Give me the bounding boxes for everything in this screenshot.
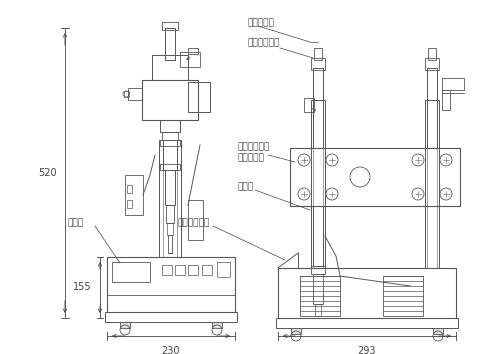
Bar bbox=[125, 175, 143, 215]
Text: エアダンパ: エアダンパ bbox=[248, 18, 275, 27]
Text: 上下ハンドル: 上下ハンドル bbox=[248, 38, 280, 47]
Bar bbox=[175, 265, 185, 275]
Bar bbox=[160, 120, 180, 132]
Bar bbox=[304, 98, 314, 112]
Bar bbox=[112, 262, 150, 282]
Bar bbox=[313, 68, 323, 148]
Text: 230: 230 bbox=[162, 346, 180, 354]
Bar bbox=[313, 274, 323, 304]
Bar bbox=[313, 100, 323, 268]
Bar bbox=[160, 140, 180, 146]
Bar bbox=[142, 80, 198, 120]
Bar bbox=[313, 206, 323, 266]
Text: 表示部: 表示部 bbox=[68, 218, 84, 227]
Bar bbox=[291, 328, 301, 334]
Bar bbox=[105, 312, 237, 322]
Bar bbox=[152, 55, 188, 80]
Bar bbox=[212, 322, 222, 328]
Text: 操作スイッチ: 操作スイッチ bbox=[178, 218, 210, 227]
Text: 155: 155 bbox=[73, 282, 92, 292]
Bar bbox=[107, 257, 235, 312]
Bar bbox=[427, 100, 437, 268]
Bar bbox=[166, 205, 174, 223]
Bar bbox=[188, 200, 203, 240]
Bar bbox=[163, 140, 177, 170]
Bar bbox=[163, 140, 177, 257]
Bar bbox=[160, 164, 180, 170]
Bar bbox=[188, 82, 210, 112]
Bar bbox=[165, 170, 175, 205]
Bar bbox=[425, 58, 439, 70]
Bar bbox=[168, 235, 172, 253]
Text: センサ: センサ bbox=[238, 182, 254, 191]
Text: 520: 520 bbox=[38, 168, 57, 178]
Bar bbox=[180, 52, 200, 67]
Bar bbox=[425, 100, 439, 268]
Bar bbox=[290, 148, 460, 206]
Bar bbox=[442, 78, 464, 90]
Bar bbox=[300, 276, 340, 316]
Bar bbox=[127, 185, 132, 193]
Text: ジョイント: ジョイント bbox=[238, 153, 265, 162]
Bar bbox=[202, 265, 212, 275]
Bar bbox=[427, 68, 437, 148]
Bar bbox=[188, 265, 198, 275]
Bar bbox=[276, 318, 458, 328]
Bar bbox=[383, 276, 423, 316]
Bar bbox=[162, 132, 178, 140]
Bar bbox=[165, 28, 175, 60]
Bar bbox=[167, 223, 173, 235]
Bar bbox=[127, 200, 132, 208]
Bar bbox=[428, 48, 436, 60]
Bar bbox=[120, 322, 130, 328]
Bar bbox=[278, 268, 456, 318]
Bar bbox=[314, 48, 322, 60]
Text: フレキシブル: フレキシブル bbox=[238, 142, 270, 151]
Bar bbox=[217, 262, 230, 277]
Bar bbox=[188, 48, 198, 54]
Bar bbox=[311, 266, 325, 274]
Bar bbox=[311, 58, 325, 70]
Bar bbox=[162, 265, 172, 275]
Bar bbox=[159, 140, 181, 257]
Text: 293: 293 bbox=[358, 346, 376, 354]
Bar bbox=[162, 22, 178, 30]
Bar bbox=[315, 304, 321, 316]
Bar bbox=[433, 328, 443, 334]
Bar bbox=[128, 88, 142, 100]
Bar bbox=[442, 90, 450, 110]
Bar bbox=[311, 100, 325, 268]
Bar bbox=[124, 91, 129, 97]
